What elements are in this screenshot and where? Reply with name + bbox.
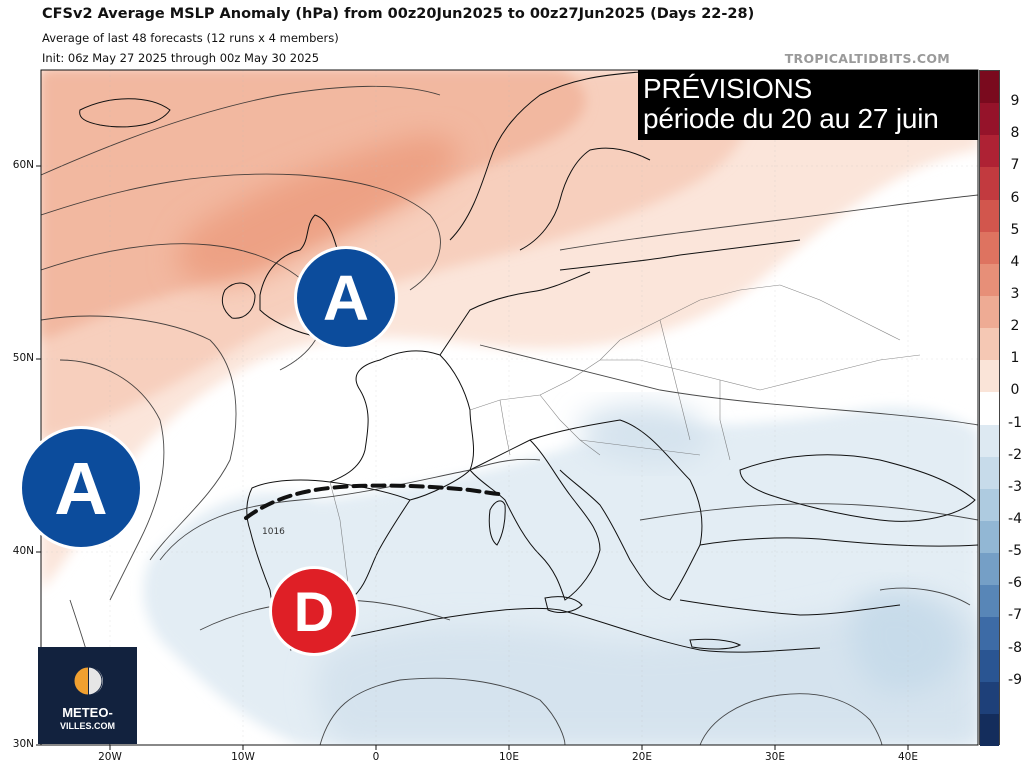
lon-tick: 20E bbox=[632, 751, 652, 763]
colorbar-segment bbox=[980, 167, 999, 201]
colorbar-segment bbox=[980, 553, 999, 586]
colorbar-segment bbox=[980, 296, 999, 329]
colorbar-segment bbox=[980, 456, 999, 490]
colorbar-segment bbox=[980, 424, 999, 458]
lat-tick: 30N bbox=[12, 738, 34, 750]
colorbar-label: -1 bbox=[1008, 414, 1022, 431]
colorbar-segment bbox=[980, 328, 999, 361]
colorbar-label: 1 bbox=[1010, 350, 1020, 367]
colorbar-label: -9 bbox=[1008, 671, 1022, 688]
colorbar-label: 3 bbox=[1010, 286, 1020, 302]
logo-line-1: METEO- bbox=[62, 705, 113, 720]
banner-line-1: PRÉVISIONS bbox=[643, 73, 813, 104]
lon-tick: 10E bbox=[499, 751, 519, 763]
colorbar-segment bbox=[980, 617, 999, 651]
colorbar-label: -3 bbox=[1008, 478, 1022, 495]
colorbar bbox=[979, 70, 1000, 747]
colorbar-label: 8 bbox=[1010, 125, 1020, 142]
meteo-villes-logo: METEO- VILLES.COM bbox=[38, 647, 137, 744]
colorbar-segment bbox=[980, 360, 999, 393]
init-text: Init: 06z May 27 2025 through 00z May 30… bbox=[42, 51, 320, 65]
colorbar-label: 0 bbox=[1010, 382, 1020, 399]
colorbar-label: 9 bbox=[1010, 93, 1020, 110]
colorbar-label: 4 bbox=[1010, 253, 1020, 270]
source-credit: TROPICALTIDBITS.COM bbox=[784, 51, 950, 66]
lon-tick: 20W bbox=[98, 751, 122, 763]
forecast-banner: PRÉVISIONS période du 20 au 27 juin bbox=[638, 70, 978, 140]
colorbar-segment bbox=[980, 103, 999, 136]
map-title: CFSv2 Average MSLP Anomaly (hPa) from 00… bbox=[42, 6, 755, 22]
lon-tick: 10W bbox=[231, 751, 255, 763]
high-pressure-marker-uk: A bbox=[294, 246, 398, 350]
colorbar-label: 6 bbox=[1010, 189, 1020, 206]
colorbar-segment bbox=[980, 713, 999, 747]
colorbar-segment bbox=[980, 392, 999, 426]
lon-tick: 40E bbox=[898, 751, 918, 763]
low-pressure-marker-iberia: D bbox=[269, 566, 359, 656]
colorbar-label: 7 bbox=[1010, 157, 1020, 174]
colorbar-segment bbox=[980, 585, 999, 618]
colorbar-segment bbox=[980, 681, 999, 715]
lat-tick: 40N bbox=[12, 545, 34, 557]
colorbar-segment bbox=[980, 263, 999, 297]
lon-tick: 30E bbox=[765, 751, 785, 763]
colorbar-label: 5 bbox=[1010, 221, 1020, 238]
high-pressure-marker-atlantic: A bbox=[19, 426, 143, 550]
map-subtitle: Average of last 48 forecasts (12 runs x … bbox=[42, 31, 339, 45]
negative-anomaly-shading bbox=[143, 403, 978, 745]
lat-tick: 50N bbox=[12, 352, 34, 364]
colorbar-segment bbox=[980, 199, 999, 233]
positive-anomaly-shading bbox=[41, 70, 978, 590]
lon-tick: 0 bbox=[372, 751, 380, 763]
isobar-label: 1016 bbox=[262, 527, 285, 537]
logo-line-2: VILLES.COM bbox=[59, 721, 115, 731]
colorbar-segment bbox=[980, 231, 999, 265]
graticule bbox=[41, 70, 978, 745]
colorbar-segment bbox=[980, 135, 999, 168]
colorbar-segment bbox=[980, 649, 999, 683]
dashed-boundary-line bbox=[244, 483, 502, 520]
lat-tick: 60N bbox=[12, 159, 34, 171]
colorbar-segment bbox=[980, 488, 999, 522]
colorbar-segment bbox=[980, 521, 999, 554]
colorbar-label: -8 bbox=[1008, 639, 1022, 656]
colorbar-label: -5 bbox=[1008, 543, 1022, 560]
colorbar-label: 2 bbox=[1010, 318, 1020, 335]
banner-line-2: période du 20 au 27 juin bbox=[643, 103, 939, 134]
country-borders bbox=[329, 284, 921, 601]
colorbar-label: -6 bbox=[1008, 575, 1022, 592]
colorbar-label: -4 bbox=[1008, 511, 1022, 527]
colorbar-segment bbox=[980, 71, 999, 104]
colorbar-label: -2 bbox=[1008, 446, 1022, 463]
half-sun-icon bbox=[73, 666, 103, 696]
colorbar-label: -7 bbox=[1008, 607, 1022, 624]
